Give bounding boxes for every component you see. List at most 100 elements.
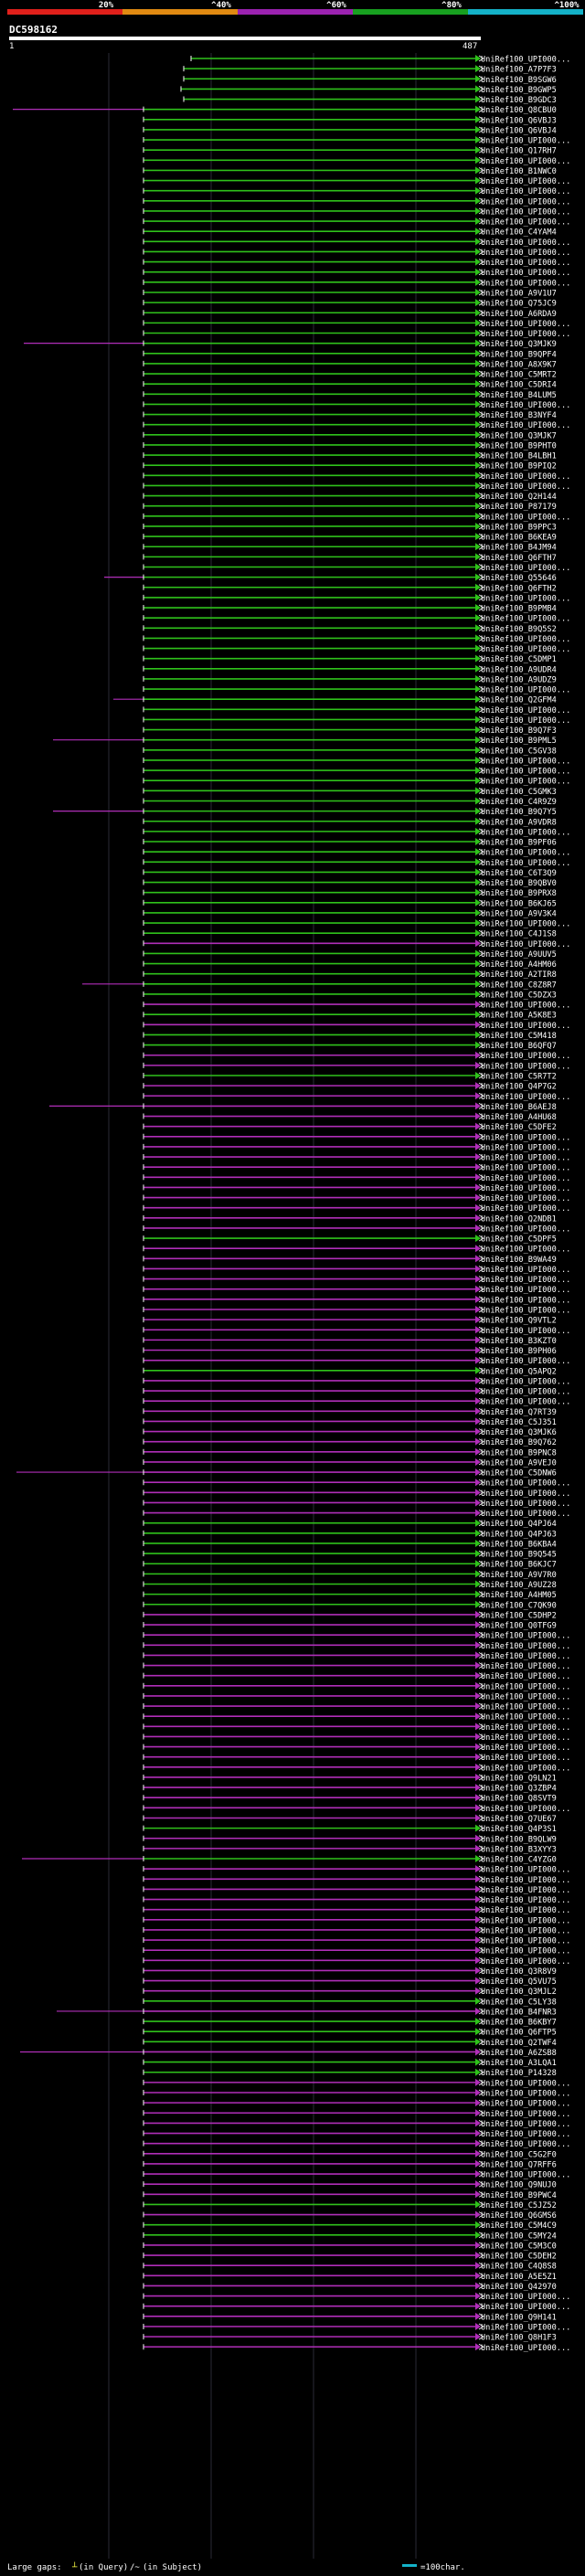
alignment-end-arrow <box>475 136 481 144</box>
alignment-end-marker <box>478 2120 484 2126</box>
alignment-end-arrow <box>475 1397 481 1405</box>
alignment-end-arrow <box>475 1570 481 1578</box>
alignment-end-arrow <box>475 1173 481 1182</box>
hit-id-label: UniRef100_C5JZ52 <box>481 2201 557 2210</box>
hit-row: UniRef100_C5M3C0 <box>143 2241 557 2251</box>
hit-id-label: UniRef100_B9Q7Y5 <box>481 808 557 817</box>
hit-row: UniRef100_C4YZG0 <box>22 1855 557 1865</box>
alignment-end-arrow <box>475 1865 481 1873</box>
hit-row: UniRef100_UPI000... <box>143 1021 570 1031</box>
hit-id-label: UniRef100_B9QBV0 <box>481 879 557 888</box>
alignment-end-arrow <box>475 1590 481 1598</box>
hit-row: UniRef100_UPI000... <box>143 1681 570 1691</box>
hit-id-label: UniRef100_UPI000... <box>481 920 570 929</box>
alignment-end-arrow <box>475 248 481 256</box>
hit-id-label: UniRef100_UPI000... <box>481 1733 570 1743</box>
hit-row: UniRef100_UPI000... <box>143 329 570 339</box>
hit-id-label: UniRef100_UPI000... <box>481 2110 570 2119</box>
alignment-end-arrow <box>475 1417 481 1426</box>
hit-row: UniRef100_A6ZSB8 <box>20 2048 557 2058</box>
alignment-end-marker <box>478 1855 484 1862</box>
alignment-end-marker <box>478 2242 484 2249</box>
alignment-end-marker <box>478 1468 484 1476</box>
alignment-end-marker <box>478 146 484 154</box>
hit-id-label: UniRef100_UPI000... <box>481 1713 570 1723</box>
hit-id-label: UniRef100_B6KBA4 <box>481 1540 557 1549</box>
alignment-end-arrow <box>475 2200 481 2209</box>
alignment-end-marker <box>478 2140 484 2147</box>
hit-row: UniRef100_A9UUV5 <box>143 949 557 959</box>
hit-row: UniRef100_C5DZX3 <box>143 990 557 1000</box>
alignment-end-arrow <box>475 695 481 704</box>
hit-row: UniRef100_B9GDC3 <box>183 95 557 105</box>
hit-row: UniRef100_B9Q762 <box>143 1437 557 1447</box>
hit-id-label: UniRef100_C5DPF5 <box>481 1235 557 1245</box>
hit-id-label: UniRef100_UPI000... <box>481 1479 570 1489</box>
alignment-end-arrow <box>475 1336 481 1344</box>
alignment-end-arrow <box>475 674 481 683</box>
hit-id-label: UniRef100_UPI000... <box>481 1703 570 1712</box>
alignment-end-marker <box>478 929 484 937</box>
hit-row: UniRef100_C4Q8S8 <box>143 2262 557 2272</box>
alignment-end-arrow <box>475 2099 481 2107</box>
hit-id-label: UniRef100_UPI000... <box>481 2090 570 2099</box>
alignment-end-arrow <box>475 1285 481 1293</box>
alignment-end-arrow <box>475 2018 481 2026</box>
hit-id-label: UniRef100_UPI000... <box>481 2079 570 2088</box>
hit-id-label: UniRef100_UPI000... <box>481 1886 570 1895</box>
alignment-end-marker <box>478 1631 484 1638</box>
hit-id-label: UniRef100_B9Q545 <box>481 1551 557 1560</box>
alignment-end-marker <box>478 1001 484 1008</box>
hit-row: UniRef100_UPI000... <box>143 858 570 868</box>
alignment-end-marker <box>478 848 484 855</box>
hit-id-label: UniRef100_UPI000... <box>481 2303 570 2312</box>
hit-row: UniRef100_UPI000... <box>143 1936 570 1946</box>
hit-row: UniRef100_UPI000... <box>143 1641 570 1651</box>
hit-row: UniRef100_B1NWC0 <box>143 166 557 176</box>
alignment-end-marker <box>478 1916 484 1924</box>
alignment-end-arrow <box>475 1489 481 1497</box>
scale-label: =100char. <box>420 2563 465 2572</box>
hit-id-label: UniRef100_A6RDA9 <box>481 310 557 319</box>
alignment-end-marker <box>478 1418 484 1425</box>
alignment-end-arrow <box>475 1733 481 1741</box>
alignment-end-marker <box>478 55 484 62</box>
hit-row: UniRef100_UPI000... <box>143 614 570 624</box>
alignment-end-arrow <box>475 2159 481 2168</box>
alignment-end-arrow <box>475 2190 481 2199</box>
alignment-end-marker <box>478 991 484 998</box>
hit-id-label: UniRef100_B4LBH1 <box>481 452 557 461</box>
alignment-end-arrow <box>475 1936 481 1945</box>
alignment-end-arrow <box>475 1925 481 1934</box>
hit-row: UniRef100_UPI000... <box>143 1376 570 1386</box>
hit-id-label: UniRef100_UPI000... <box>481 279 570 288</box>
alignment-end-marker <box>478 798 484 804</box>
hit-id-label: UniRef100_P14328 <box>481 2069 557 2078</box>
alignment-end-arrow <box>475 787 481 795</box>
hit-id-label: UniRef100_B9PF06 <box>481 839 557 848</box>
alignment-end-marker <box>478 818 484 825</box>
hit-id-label: UniRef100_B9PMB4 <box>481 605 557 614</box>
hit-id-label: UniRef100_UPI000... <box>481 177 570 186</box>
alignment-end-arrow <box>475 1437 481 1446</box>
hit-row: UniRef100_A9UZ28 <box>143 1580 557 1590</box>
hit-row: UniRef100_Q6VBJ4 <box>143 125 557 135</box>
hit-id-label: UniRef100_UPI000... <box>481 472 570 482</box>
alignment-end-marker <box>478 1296 484 1303</box>
alignment-end-arrow <box>475 2292 481 2300</box>
alignment-end-marker <box>478 1560 484 1567</box>
scale-segment-2 <box>122 9 238 15</box>
alignment-end-arrow <box>475 1447 481 1456</box>
hit-id-label: UniRef100_UPI000... <box>481 2171 570 2180</box>
alignment-end-arrow <box>475 1235 481 1243</box>
hit-id-label: UniRef100_C4YZG0 <box>481 1856 557 1865</box>
alignment-end-arrow <box>475 2078 481 2086</box>
hit-row: UniRef100_UPI000... <box>143 634 570 644</box>
hit-id-label: UniRef100_A9UDZ9 <box>481 675 557 684</box>
hit-row: UniRef100_UPI000... <box>143 1712 570 1723</box>
alignment-end-marker <box>478 1173 484 1181</box>
alignment-end-marker <box>478 1875 484 1882</box>
hit-id-label: UniRef100_UPI000... <box>481 401 570 410</box>
hit-row: UniRef100_B9PMB4 <box>143 604 557 614</box>
